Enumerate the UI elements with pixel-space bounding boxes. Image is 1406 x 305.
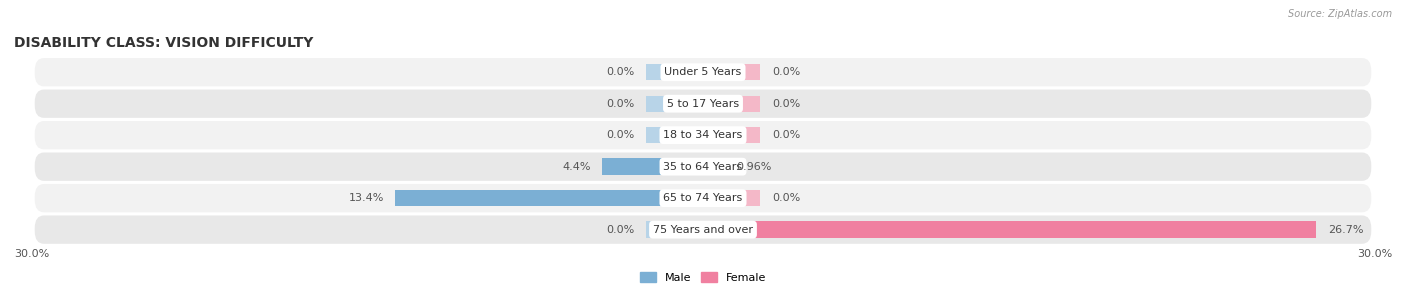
Text: 4.4%: 4.4% — [562, 162, 591, 172]
Text: 0.0%: 0.0% — [772, 67, 800, 77]
Text: 0.96%: 0.96% — [737, 162, 772, 172]
Text: 13.4%: 13.4% — [349, 193, 384, 203]
Bar — [395, 190, 703, 206]
Bar — [703, 221, 1316, 238]
Bar — [645, 64, 703, 81]
FancyBboxPatch shape — [35, 184, 1371, 212]
Text: Source: ZipAtlas.com: Source: ZipAtlas.com — [1288, 9, 1392, 19]
Text: 30.0%: 30.0% — [14, 249, 49, 259]
FancyBboxPatch shape — [35, 121, 1371, 149]
Text: 5 to 17 Years: 5 to 17 Years — [666, 99, 740, 109]
Bar — [703, 64, 761, 81]
Text: 65 to 74 Years: 65 to 74 Years — [664, 193, 742, 203]
Text: DISABILITY CLASS: VISION DIFFICULTY: DISABILITY CLASS: VISION DIFFICULTY — [14, 36, 314, 50]
Text: 0.0%: 0.0% — [606, 130, 634, 140]
FancyBboxPatch shape — [35, 90, 1371, 118]
Text: 26.7%: 26.7% — [1327, 225, 1364, 235]
Bar — [703, 95, 761, 112]
Text: 0.0%: 0.0% — [606, 67, 634, 77]
Text: 35 to 64 Years: 35 to 64 Years — [664, 162, 742, 172]
Text: 18 to 34 Years: 18 to 34 Years — [664, 130, 742, 140]
FancyBboxPatch shape — [35, 152, 1371, 181]
Bar — [703, 159, 725, 175]
Bar — [645, 95, 703, 112]
Text: 0.0%: 0.0% — [772, 130, 800, 140]
Bar — [645, 221, 703, 238]
Text: 0.0%: 0.0% — [606, 99, 634, 109]
Text: 0.0%: 0.0% — [772, 193, 800, 203]
Bar — [703, 127, 761, 143]
Text: 75 Years and over: 75 Years and over — [652, 225, 754, 235]
Bar — [602, 159, 703, 175]
Text: 0.0%: 0.0% — [606, 225, 634, 235]
FancyBboxPatch shape — [35, 58, 1371, 86]
Legend: Male, Female: Male, Female — [636, 268, 770, 288]
Text: Under 5 Years: Under 5 Years — [665, 67, 741, 77]
Bar — [703, 190, 761, 206]
Text: 30.0%: 30.0% — [1357, 249, 1392, 259]
Text: 0.0%: 0.0% — [772, 99, 800, 109]
Bar — [645, 127, 703, 143]
FancyBboxPatch shape — [35, 215, 1371, 244]
